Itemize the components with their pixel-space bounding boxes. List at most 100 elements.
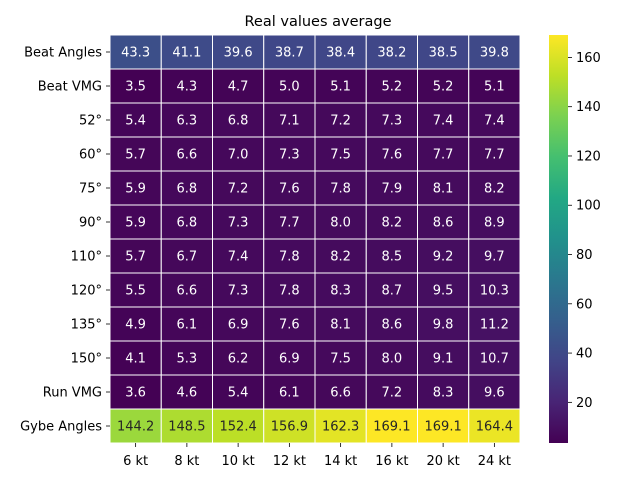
- cell-value-label: 144.2: [117, 420, 154, 435]
- heatmap-cell: [468, 374, 521, 410]
- x-tick-label: 14 kt: [324, 454, 357, 469]
- heatmap-cell: [263, 102, 316, 138]
- heatmap-cell: [212, 374, 265, 410]
- colorbar-tick-label: 160: [576, 51, 601, 66]
- cell-value-label: 7.5: [330, 352, 351, 367]
- x-tick-label: 6 kt: [123, 454, 148, 469]
- cell-value-label: 7.4: [228, 250, 249, 265]
- cell-value-label: 6.7: [177, 250, 198, 265]
- cell-value-label: 5.9: [125, 216, 146, 231]
- heatmap-cell: [314, 238, 367, 274]
- cell-value-label: 4.1: [125, 352, 146, 367]
- colorbar-tick-label: 140: [576, 100, 601, 115]
- heatmap-cell: [109, 408, 162, 444]
- cell-value-label: 7.8: [330, 182, 351, 197]
- y-tick-label: Gybe Angles: [20, 420, 102, 435]
- cell-value-label: 43.3: [121, 46, 150, 61]
- cell-value-label: 7.3: [228, 216, 249, 231]
- heatmap-cell: [314, 204, 367, 240]
- x-axis: 6 kt 8 kt 10 kt 12 kt 14 kt 16 kt 20 kt 24 kt: [123, 443, 511, 469]
- heatmap-cell: [212, 136, 265, 172]
- heatmap-cell: [468, 102, 521, 138]
- heatmap-cell: [212, 408, 265, 444]
- heatmap-cell: [314, 170, 367, 206]
- cell-value-label: 7.9: [382, 182, 403, 197]
- y-tick-label: 60°: [79, 148, 102, 163]
- heatmap-cell: [468, 34, 521, 70]
- cell-value-label: 7.2: [382, 386, 403, 401]
- y-tick-label: Run VMG: [43, 386, 102, 401]
- cell-value-label: 8.1: [433, 182, 454, 197]
- cell-value-label: 5.9: [125, 182, 146, 197]
- cell-value-label: 3.5: [125, 80, 146, 95]
- heatmap-cell: [212, 306, 265, 342]
- colorbar: 20 40 60 80 100 120 140 160: [549, 35, 601, 443]
- cell-value-label: 5.1: [484, 80, 505, 95]
- y-tick-label: 90°: [79, 216, 102, 231]
- cell-value-label: 6.6: [177, 148, 198, 163]
- x-tick-label: 10 kt: [221, 454, 254, 469]
- heatmap-cell: [468, 306, 521, 342]
- heatmap-cell: [263, 306, 316, 342]
- y-tick-label: 110°: [71, 250, 102, 265]
- heatmap-cell: [212, 272, 265, 308]
- cell-value-label: 9.8: [433, 318, 454, 333]
- heatmap-cell: [468, 340, 521, 376]
- cell-value-label: 7.6: [382, 148, 403, 163]
- cell-value-label: 7.3: [228, 284, 249, 299]
- heatmap-cell: [365, 34, 418, 70]
- heatmap-cell: [160, 204, 213, 240]
- cell-value-label: 38.2: [377, 46, 406, 61]
- cell-value-label: 9.2: [433, 250, 454, 265]
- colorbar-tick-label: 80: [576, 248, 593, 263]
- cell-value-label: 8.2: [484, 182, 505, 197]
- cell-value-label: 6.8: [177, 216, 198, 231]
- heatmap-cell: [263, 170, 316, 206]
- cell-value-label: 8.0: [330, 216, 351, 231]
- cell-value-label: 6.6: [330, 386, 351, 401]
- cell-value-label: 164.4: [476, 420, 513, 435]
- cell-value-label: 4.3: [177, 80, 198, 95]
- cell-value-label: 9.1: [433, 352, 454, 367]
- cell-value-label: 7.8: [279, 250, 300, 265]
- heatmap-cell: [160, 340, 213, 376]
- heatmap-cell: [160, 34, 213, 70]
- cell-value-label: 9.5: [433, 284, 454, 299]
- cell-value-label: 148.5: [168, 420, 205, 435]
- colorbar-tick-label: 40: [576, 347, 593, 362]
- colorbar-tick-label: 120: [576, 149, 601, 164]
- heatmap-cell: [314, 136, 367, 172]
- cell-value-label: 6.2: [228, 352, 249, 367]
- cell-value-label: 9.7: [484, 250, 505, 265]
- heatmap-cell: [365, 238, 418, 274]
- cell-value-label: 8.7: [382, 284, 403, 299]
- cell-value-label: 5.2: [433, 80, 454, 95]
- cell-value-label: 7.6: [279, 182, 300, 197]
- y-tick-label: Beat VMG: [38, 80, 102, 95]
- cell-value-label: 7.7: [433, 148, 454, 163]
- cell-value-label: 38.7: [275, 46, 304, 61]
- heatmap-cell: [314, 102, 367, 138]
- heatmap-cell: [109, 238, 162, 274]
- cell-value-label: 39.6: [224, 46, 253, 61]
- heatmap-cell: [314, 374, 367, 410]
- cell-value-label: 7.1: [279, 114, 300, 129]
- cell-value-label: 169.1: [373, 420, 410, 435]
- cell-value-label: 7.2: [228, 182, 249, 197]
- cell-value-label: 10.3: [480, 284, 509, 299]
- cell-value-label: 6.6: [177, 284, 198, 299]
- cell-value-label: 8.6: [382, 318, 403, 333]
- colorbar-tick-label: 100: [576, 199, 601, 214]
- heatmap-cell: [314, 272, 367, 308]
- y-tick-label: 150°: [71, 352, 102, 367]
- heatmap-cell: [314, 306, 367, 342]
- cell-value-label: 38.5: [429, 46, 458, 61]
- cell-value-label: 39.8: [480, 46, 509, 61]
- cell-value-label: 6.3: [177, 114, 198, 129]
- cell-value-label: 8.1: [330, 318, 351, 333]
- cell-value-label: 11.2: [480, 318, 509, 333]
- cell-value-label: 7.3: [279, 148, 300, 163]
- cell-value-label: 41.1: [172, 46, 201, 61]
- cell-value-label: 8.3: [433, 386, 454, 401]
